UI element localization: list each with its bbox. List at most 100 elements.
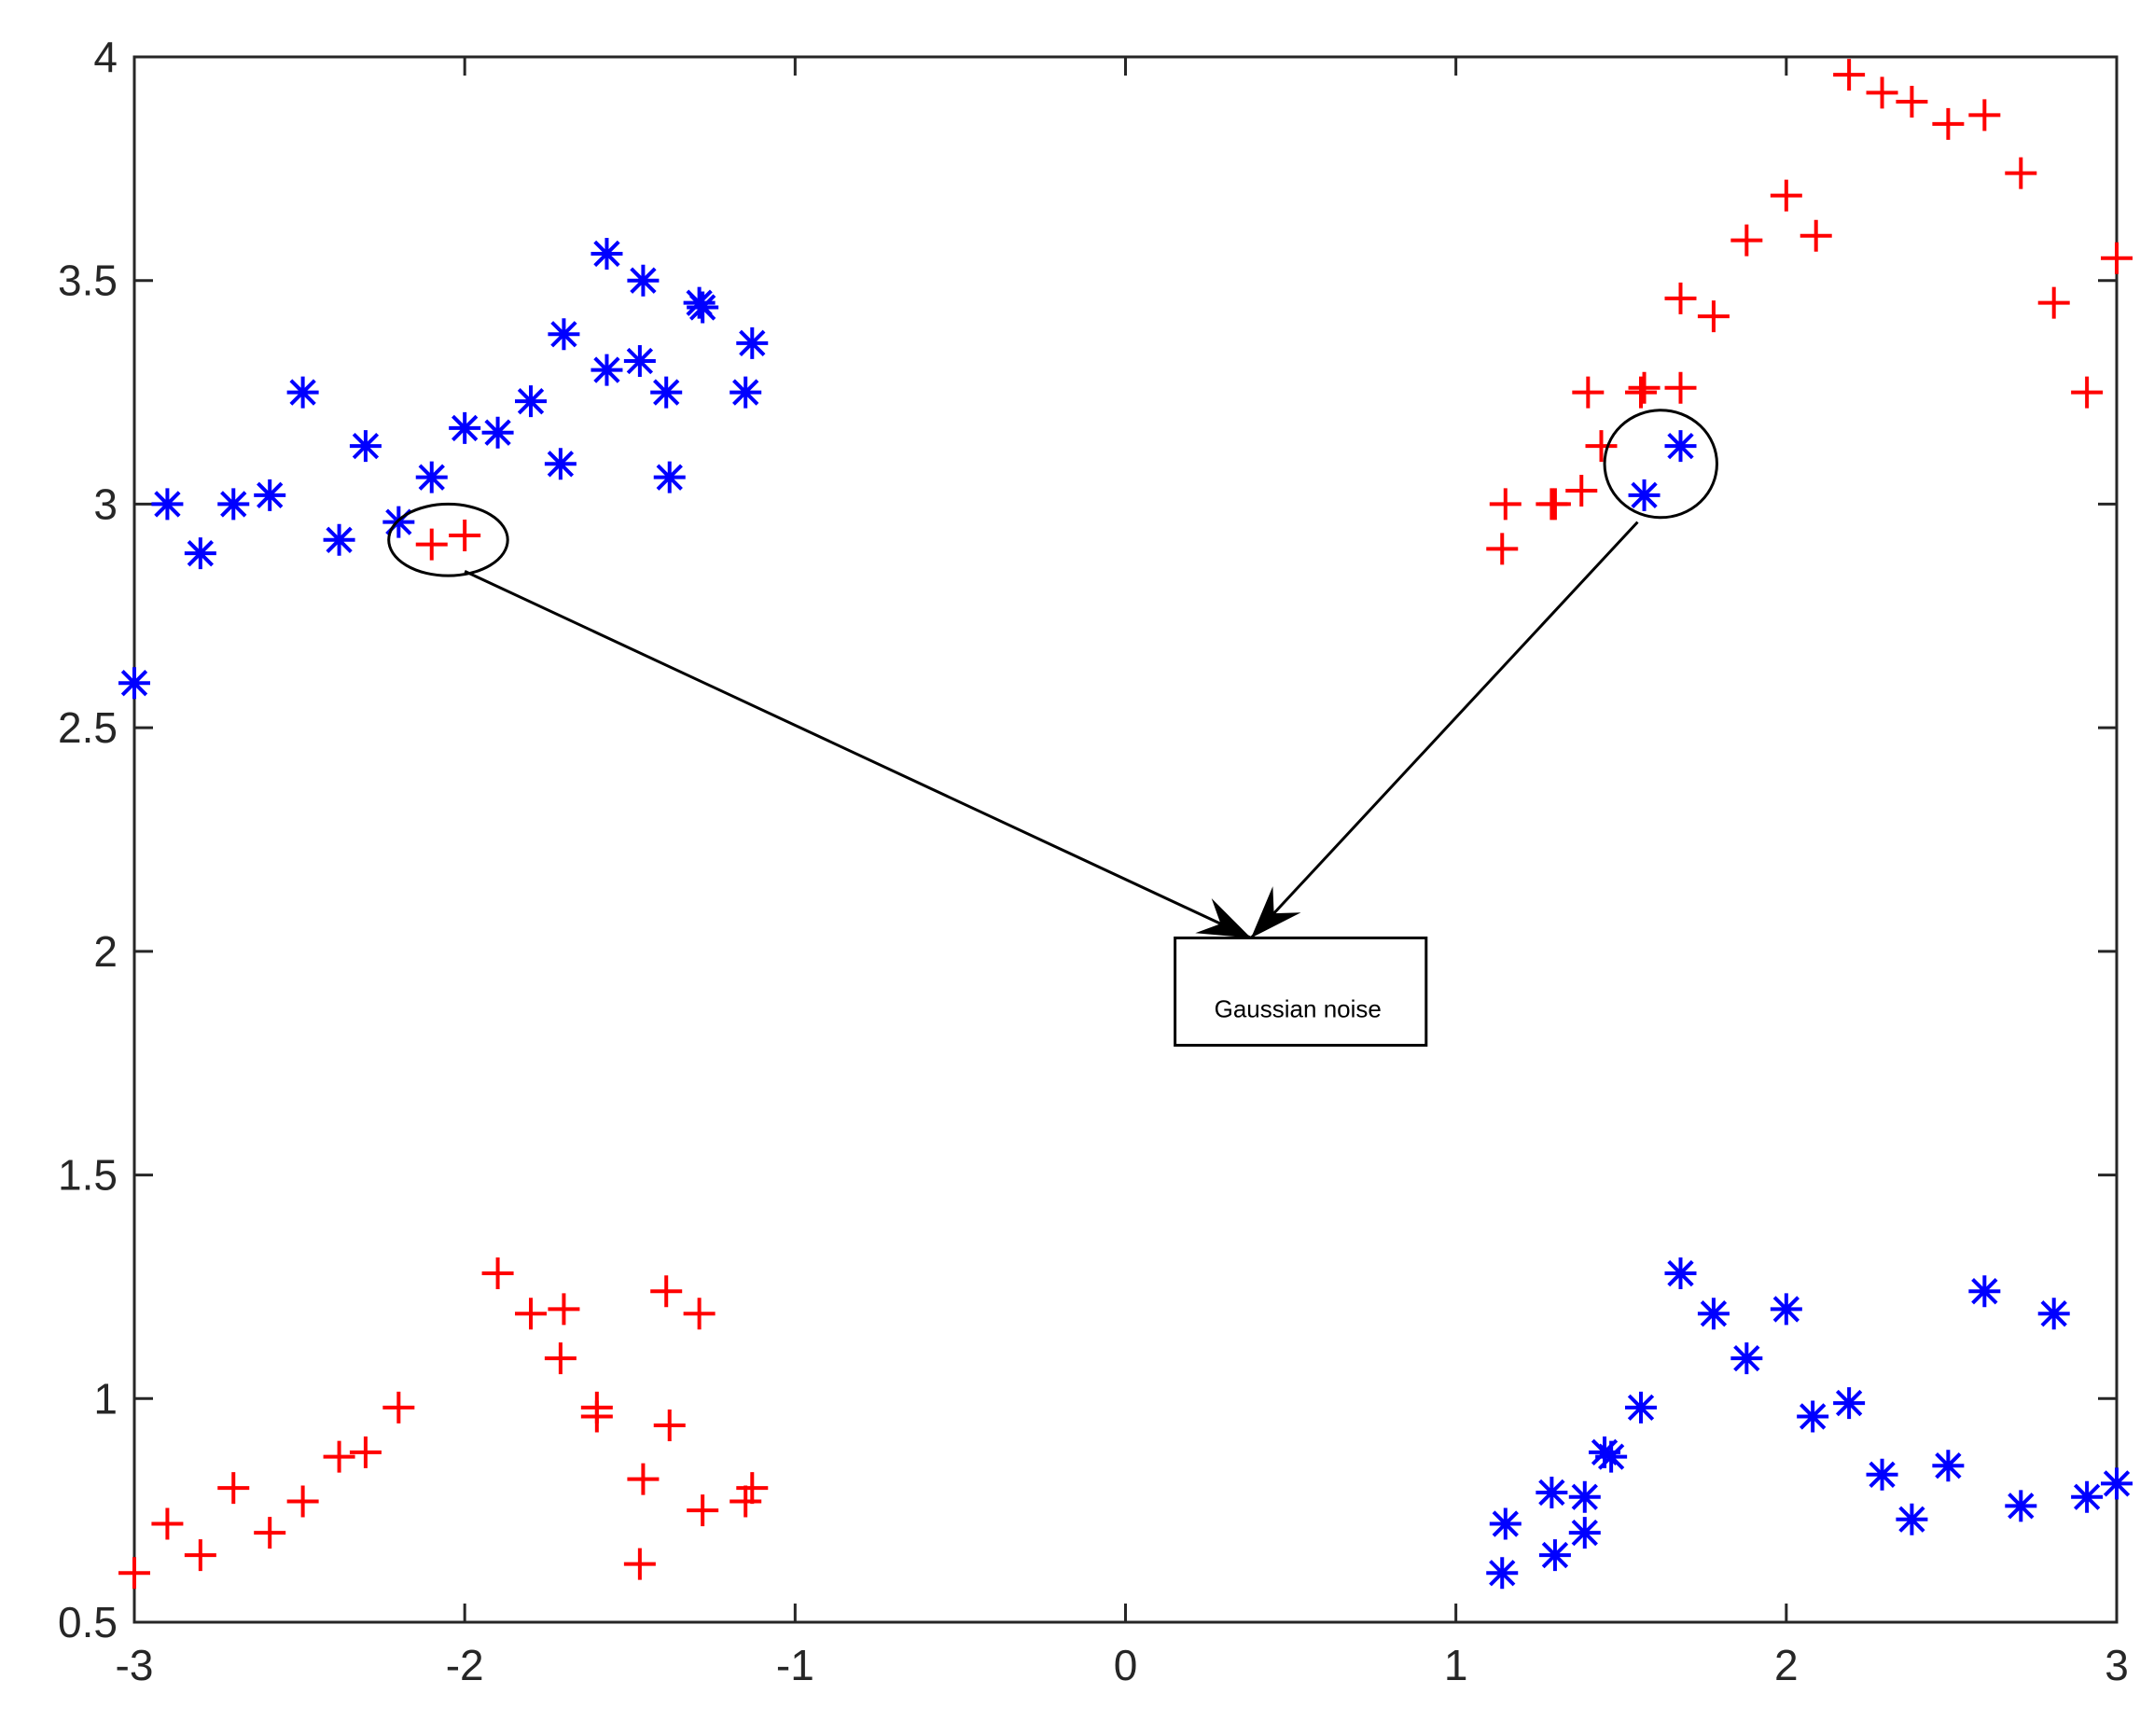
annotation-text: Gaussian noise — [1215, 995, 1382, 1023]
asterisk-marker — [254, 479, 286, 511]
x-tick-label: -3 — [116, 1641, 154, 1689]
asterisk-marker — [1833, 1387, 1866, 1420]
asterisk-marker — [687, 291, 719, 324]
plus-marker — [217, 1472, 250, 1505]
asterisk-marker — [1568, 1480, 1601, 1513]
plus-marker — [286, 1485, 319, 1518]
y-tick-label: 1.5 — [58, 1151, 118, 1200]
plus-marker — [1489, 488, 1522, 521]
y-tick-label: 2 — [93, 927, 118, 976]
x-tick-label: 3 — [2105, 1641, 2129, 1689]
plus-marker — [580, 1400, 613, 1433]
plus-marker — [653, 1410, 686, 1442]
x-tick-label: 1 — [1444, 1641, 1468, 1689]
plus-marker — [650, 1275, 683, 1308]
annotation-text-box — [1174, 936, 1428, 1048]
annotation-arrow-line — [1249, 521, 1639, 939]
y-tick-label: 4 — [93, 33, 118, 81]
annotation-arrowhead — [1195, 898, 1252, 938]
plus-marker — [2037, 286, 2070, 319]
asterisk-marker — [1625, 1391, 1657, 1424]
plus-marker — [2005, 157, 2037, 189]
y-tick-label: 0.5 — [58, 1598, 118, 1646]
asterisk-marker — [1866, 1458, 1898, 1491]
plus-marker — [349, 1436, 382, 1468]
plus-marker — [1968, 99, 2001, 132]
plus-marker — [548, 1293, 580, 1326]
asterisk-marker — [736, 326, 769, 359]
x-tick-label: -2 — [446, 1641, 484, 1689]
asterisk-marker — [627, 264, 660, 297]
plus-marker — [1866, 76, 1898, 109]
plus-marker — [687, 1494, 719, 1527]
y-tick-label: 3.5 — [58, 257, 118, 305]
plus-marker — [1896, 85, 1928, 118]
asterisk-marker — [548, 318, 580, 351]
plus-marker — [1486, 533, 1519, 565]
x-tick-label: -1 — [776, 1641, 814, 1689]
plus-marker — [2071, 376, 2104, 409]
plus-marker — [382, 1391, 415, 1424]
plus-marker — [1730, 224, 1763, 257]
asterisk-marker — [623, 345, 656, 378]
plus-marker — [1697, 300, 1730, 333]
asterisk-marker — [382, 506, 415, 538]
asterisk-marker — [1932, 1450, 1965, 1482]
plus-marker — [683, 1298, 716, 1330]
asterisk-marker — [1730, 1342, 1763, 1375]
plus-marker — [151, 1507, 184, 1540]
asterisk-marker — [730, 376, 762, 409]
asterisk-marker — [415, 461, 448, 493]
annotation-arrow-line — [464, 569, 1252, 939]
plus-marker — [1565, 475, 1598, 507]
asterisk-marker — [650, 376, 683, 409]
plus-marker — [1625, 376, 1657, 409]
asterisk-marker — [1797, 1400, 1829, 1433]
plus-marker — [2101, 242, 2133, 274]
plus-marker — [1585, 430, 1618, 463]
plus-marker — [1572, 376, 1605, 409]
asterisk-marker — [2101, 1467, 2133, 1500]
plus-marker — [1628, 371, 1661, 404]
asterisk-marker — [1664, 430, 1697, 463]
plus-marker — [1664, 282, 1697, 314]
asterisk-marker — [286, 376, 319, 409]
asterisk-marker — [1628, 479, 1661, 511]
plus-marker — [1833, 59, 1866, 91]
asterisk-marker — [1664, 1257, 1697, 1290]
y-tick-label: 1 — [93, 1374, 118, 1423]
asterisk-marker — [1697, 1298, 1730, 1330]
asterisk-marker — [151, 488, 184, 521]
y-tick-label: 3 — [93, 479, 118, 528]
plus-marker — [1538, 488, 1571, 521]
asterisk-marker — [515, 385, 547, 418]
plot-area — [132, 55, 2119, 1624]
asterisk-marker — [591, 354, 623, 386]
asterisk-marker — [481, 416, 514, 449]
plus-marker — [415, 528, 448, 561]
annotation-ellipse — [1603, 409, 1718, 520]
plus-marker — [730, 1485, 762, 1518]
x-tick-label: 2 — [1774, 1641, 1799, 1689]
asterisk-marker — [653, 461, 686, 493]
asterisk-marker — [1489, 1507, 1522, 1540]
asterisk-marker — [1568, 1517, 1601, 1549]
annotation-ellipse — [387, 502, 509, 577]
asterisk-marker — [1968, 1275, 2001, 1308]
plus-marker — [1800, 219, 1832, 252]
plus-marker — [515, 1298, 547, 1330]
asterisk-marker — [2071, 1480, 2104, 1513]
asterisk-marker — [1486, 1557, 1519, 1590]
y-tick-label: 2.5 — [58, 703, 118, 752]
asterisk-marker — [544, 448, 577, 480]
asterisk-marker — [349, 430, 382, 463]
asterisk-marker — [118, 667, 150, 700]
asterisk-marker — [217, 488, 250, 521]
asterisk-marker — [1896, 1503, 1928, 1535]
asterisk-marker — [184, 537, 216, 570]
plus-marker — [323, 1440, 355, 1473]
asterisk-marker — [1538, 1539, 1571, 1572]
plus-marker — [623, 1548, 656, 1580]
plus-marker — [254, 1517, 286, 1549]
